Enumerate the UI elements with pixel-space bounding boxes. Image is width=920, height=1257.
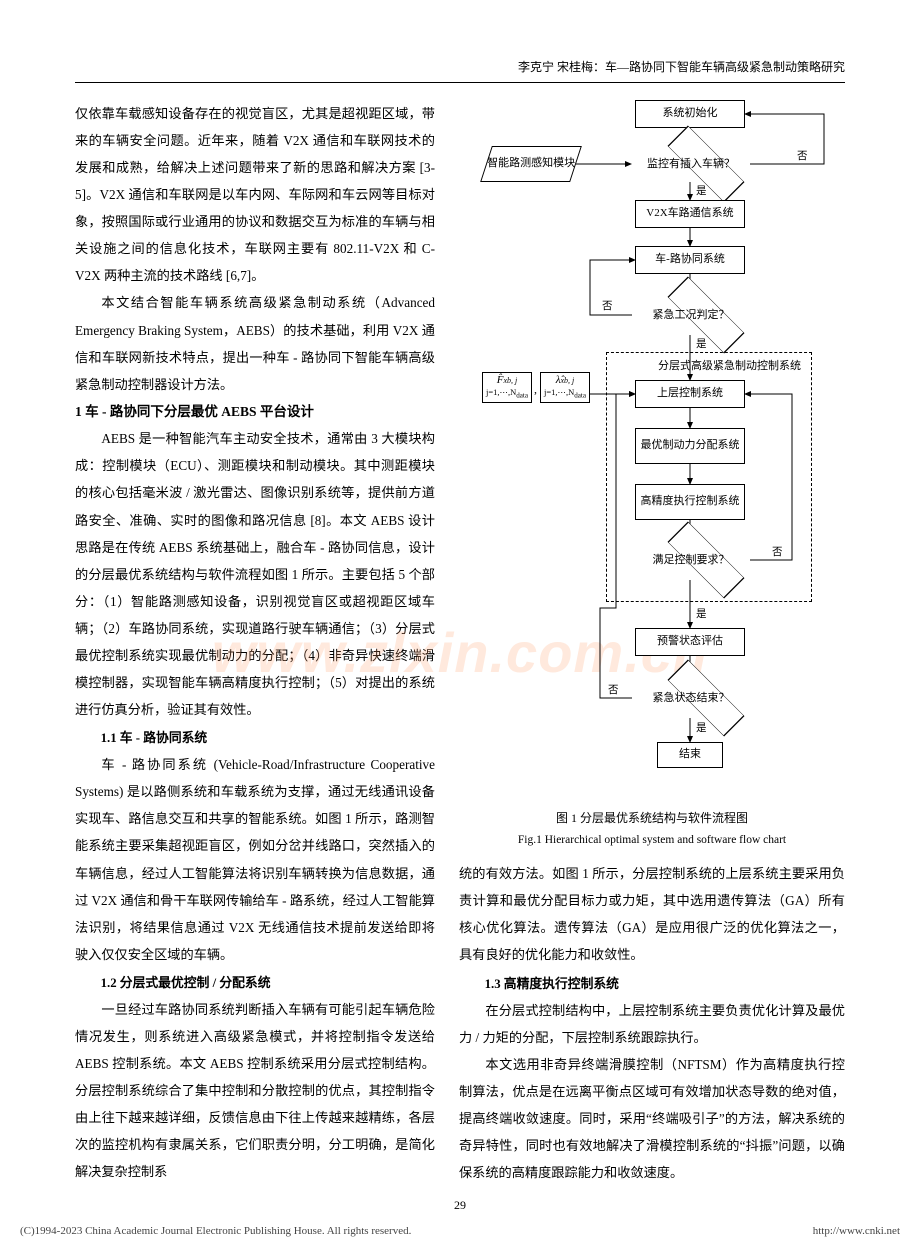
node-smart-sense-label: 智能路测感知模块	[487, 157, 575, 170]
right-column-text: 统的有效方法。如图 1 所示，分层控制系统的上层系统主要采用负责计算和最优分配目…	[459, 860, 845, 1186]
edge-no-1: 否	[797, 148, 808, 163]
node-emerg-q: 紧急工况判定？	[632, 297, 750, 333]
node-upper: 上层控制系统	[635, 380, 745, 408]
formula-box-f: F̂xb, j j=1,⋯,Ndata	[482, 372, 532, 403]
page-number: 29	[454, 1198, 466, 1213]
para-3: AEBS 是一种智能汽车主动安全技术，通常由 3 大模块构成：控制模块（ECU）…	[75, 425, 435, 723]
node-end-q: 紧急状态结束？	[632, 680, 750, 716]
para-2: 本文结合智能车辆系统高级紧急制动系统（Advanced Emergency Br…	[75, 289, 435, 397]
subsection-1-2-heading: 1.2 分层式最优控制 / 分配系统	[101, 970, 435, 996]
para-4: 车 - 路协同系统 (Vehicle-Road/Infrastructure C…	[75, 751, 435, 968]
edge-yes-3: 是	[696, 606, 707, 621]
para-1: 仅依靠车载感知设备存在的视觉盲区，尤其是超视距区域，带来的车辆安全问题。近年来，…	[75, 100, 435, 289]
page-footer: (C)1994-2023 China Academic Journal Elec…	[20, 1225, 900, 1237]
right-para-1: 统的有效方法。如图 1 所示，分层控制系统的上层系统主要采用负责计算和最优分配目…	[459, 860, 845, 968]
right-para-3: 本文选用非奇异终端滑膜控制（NFTSM）作为高精度执行控制算法，优点是在远离平衡…	[459, 1051, 845, 1186]
subsection-1-3-heading: 1.3 高精度执行控制系统	[485, 971, 845, 997]
formula-box-lambda: λ̂xb, j j=1,⋯,Ndata	[540, 372, 590, 403]
node-meet-q-label: 满足控制要求？	[632, 554, 750, 566]
right-para-2: 在分层式控制结构中，上层控制系统主要负责优化计算及最优力 / 力矩的分配，下层控…	[459, 997, 845, 1051]
formula-f-range: j=1,⋯,Ndata	[486, 387, 528, 397]
node-monitor-q: 监控有插入车辆？	[632, 146, 750, 182]
header-rule	[75, 82, 845, 83]
node-alloc: 最优制动力分配系统	[635, 428, 745, 464]
footer-copyright: (C)1994-2023 China Academic Journal Elec…	[20, 1225, 411, 1237]
edge-yes-1: 是	[696, 183, 707, 198]
node-exec: 高精度执行控制系统	[635, 484, 745, 520]
figure-caption-en: Fig.1 Hierarchical optimal system and so…	[459, 830, 845, 851]
node-vr-coop: 车-路协同系统	[635, 246, 745, 274]
edge-no-2: 否	[602, 298, 613, 313]
formula-l-range: j=1,⋯,Ndata	[544, 387, 586, 397]
group-label: 分层式高级紧急制动控制系统	[658, 357, 801, 373]
footer-url: http://www.cnki.net	[813, 1225, 900, 1237]
node-end: 结束	[657, 742, 723, 768]
running-header: 李克宁 宋桂梅：车—路协同下智能车辆高级紧急制动策略研究	[518, 58, 845, 75]
edge-no-4: 否	[608, 682, 619, 697]
left-column: 仅依靠车载感知设备存在的视觉盲区，尤其是超视距区域，带来的车辆安全问题。近年来，…	[75, 100, 435, 1186]
flowchart-figure: 系统初始化 智能路测感知模块 监控有插入车辆？ V2X车路通信系统 车-路协同系…	[472, 100, 832, 800]
formula-f-sub: xb, j	[503, 376, 517, 385]
figure-caption-cn: 图 1 分层最优系统结构与软件流程图	[459, 808, 845, 830]
node-monitor-q-label: 监控有插入车辆？	[632, 158, 750, 170]
node-meet-q: 满足控制要求？	[632, 542, 750, 578]
right-column: 系统初始化 智能路测感知模块 监控有插入车辆？ V2X车路通信系统 车-路协同系…	[459, 100, 845, 1186]
formula-comma: ,	[534, 382, 537, 397]
subsection-1-1-heading: 1.1 车 - 路协同系统	[101, 725, 435, 751]
node-warn: 预警状态评估	[635, 628, 745, 656]
para-5: 一旦经过车路协同系统判断插入车辆有可能引起车辆危险情况发生，则系统进入高级紧急模…	[75, 996, 435, 1185]
formula-l-sub: xb, j	[560, 376, 574, 385]
section-1-heading: 1 车 - 路协同下分层最优 AEBS 平台设计	[75, 398, 435, 426]
node-emerg-q-label: 紧急工况判定？	[632, 309, 750, 321]
edge-yes-4: 是	[696, 720, 707, 735]
edge-no-3: 否	[772, 544, 783, 559]
node-init: 系统初始化	[635, 100, 745, 128]
node-smart-sense: 智能路测感知模块	[480, 146, 582, 182]
figure-caption: 图 1 分层最优系统结构与软件流程图 Fig.1 Hierarchical op…	[459, 808, 845, 850]
edge-yes-2: 是	[696, 336, 707, 351]
node-v2x: V2X车路通信系统	[635, 200, 745, 228]
node-end-q-label: 紧急状态结束？	[632, 692, 750, 704]
